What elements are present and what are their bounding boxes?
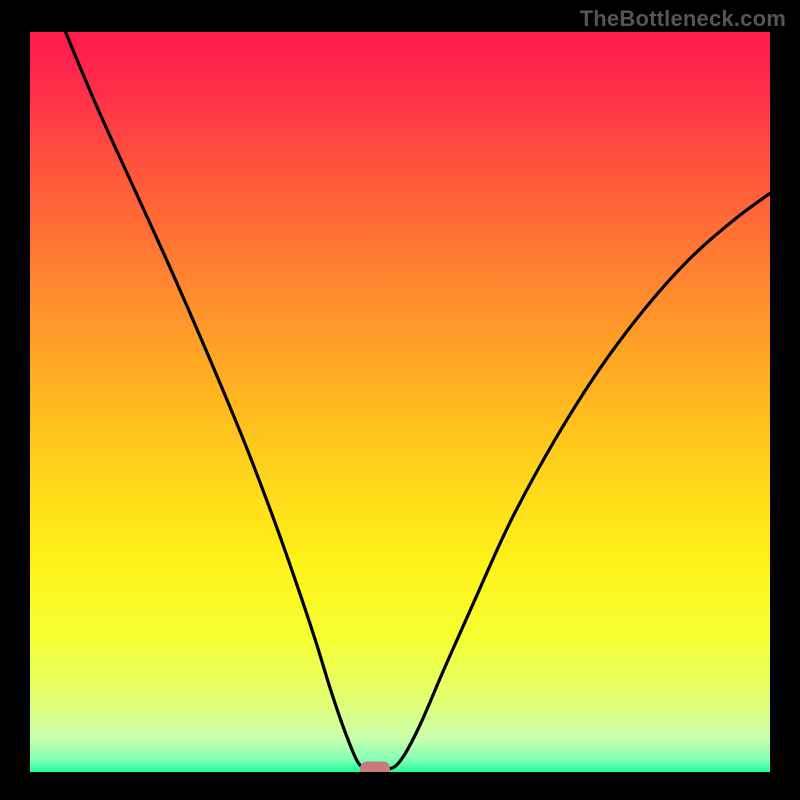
bottleneck-chart: TheBottleneck.com — [0, 0, 800, 800]
chart-curve-path — [66, 32, 770, 769]
chart-plot-area — [30, 32, 770, 772]
chart-curve-layer — [30, 32, 770, 772]
watermark-text: TheBottleneck.com — [580, 6, 786, 32]
optimum-marker — [360, 762, 390, 772]
